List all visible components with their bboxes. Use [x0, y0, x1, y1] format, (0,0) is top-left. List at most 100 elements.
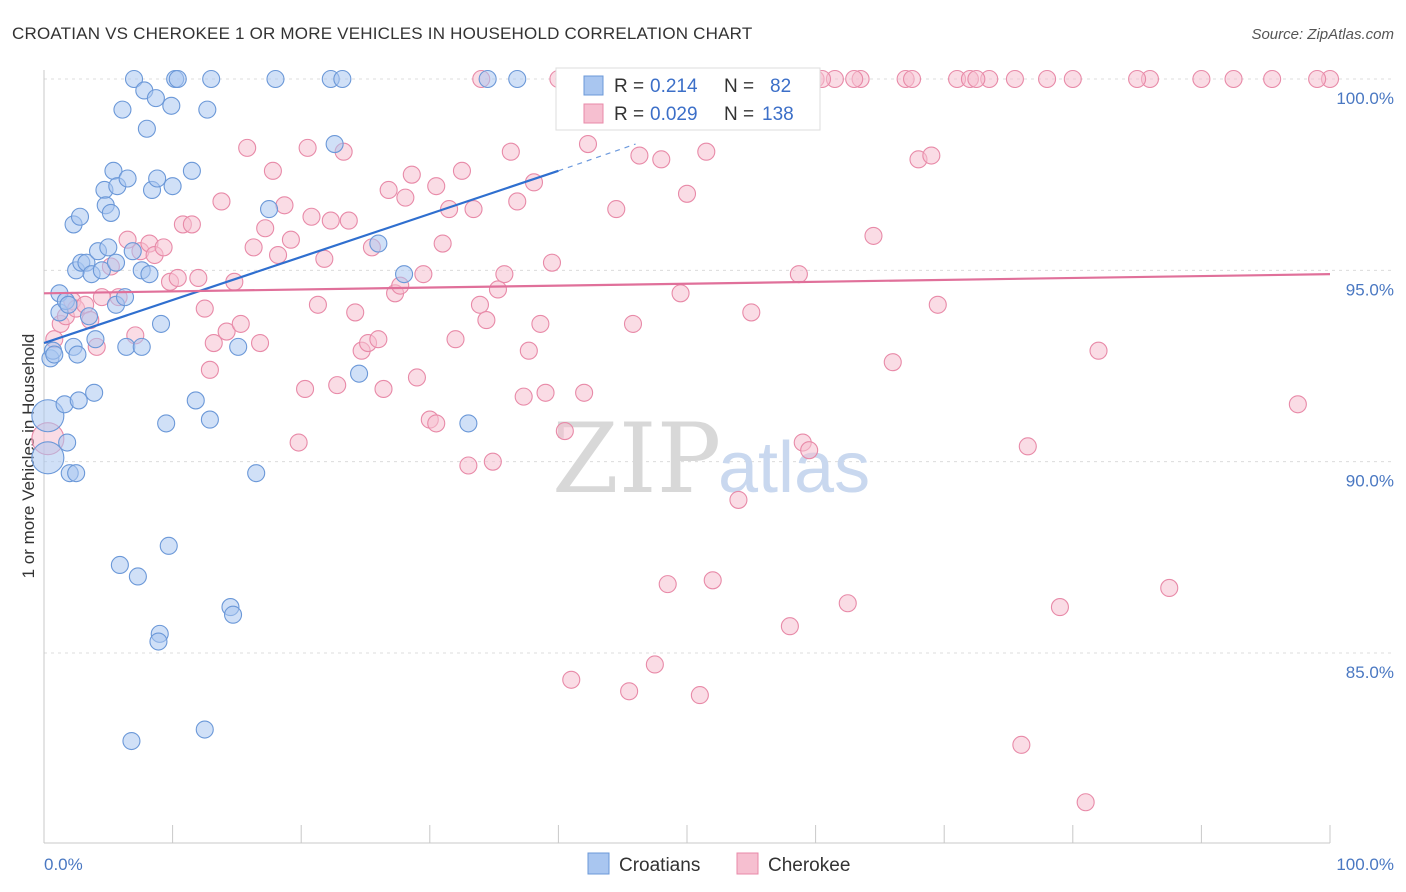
cherokee-point — [414, 265, 433, 284]
cherokee-point — [200, 360, 219, 379]
cherokee-point — [182, 215, 201, 234]
cherokee-point — [967, 69, 986, 89]
cherokee-point — [1192, 69, 1211, 89]
y-tick-label: 95.0% — [1346, 280, 1394, 299]
cherokee-point — [189, 268, 208, 288]
croatians-point — [45, 345, 64, 364]
cherokee-point — [845, 69, 864, 89]
cherokee-point — [154, 238, 173, 257]
croatians-trend-line — [43, 169, 559, 345]
cherokee-point — [477, 311, 496, 330]
y-tick-label: 85.0% — [1346, 663, 1394, 682]
cherokee-point — [1018, 437, 1037, 456]
croatians-point — [70, 207, 90, 226]
legend-bottom-croatians-swatch — [587, 852, 610, 875]
croatians-point — [478, 69, 497, 89]
cherokee-point — [780, 617, 799, 636]
cherokee-point — [396, 188, 415, 207]
croatians-point — [182, 161, 201, 180]
croatians-point — [123, 242, 142, 261]
cherokee-point — [298, 138, 317, 157]
croatians-point — [508, 69, 527, 89]
cherokee-point — [296, 379, 315, 399]
cherokee-point — [433, 234, 452, 253]
cherokee-point — [508, 192, 527, 211]
y-tick-label: 90.0% — [1346, 472, 1394, 491]
cherokee-point — [204, 333, 223, 353]
cherokee-point — [623, 314, 643, 333]
cherokee-point — [212, 192, 231, 211]
croatians-point — [106, 253, 126, 272]
cherokee-point — [531, 314, 550, 333]
cherokee-point — [302, 207, 321, 226]
cherokee-point — [263, 161, 282, 180]
cherokee-point — [374, 379, 393, 399]
cherokee-point — [407, 368, 426, 387]
cherokee-point — [677, 184, 697, 203]
gridlines — [44, 78, 1394, 654]
cherokee-point — [427, 414, 446, 433]
cherokee-point — [275, 196, 294, 215]
cherokee-point — [483, 452, 502, 471]
legend-bottom-croatians-label: Croatians — [619, 855, 700, 876]
legend-cherokee-r-label: R = — [614, 104, 644, 125]
croatians-point — [110, 555, 129, 575]
cherokee-point — [446, 330, 465, 349]
legend-bottom-cherokee-label: Cherokee — [768, 855, 850, 876]
cherokee-point — [315, 249, 334, 268]
cherokee-point — [1288, 395, 1307, 414]
cherokee-point — [902, 69, 922, 89]
croatians-point — [325, 135, 344, 154]
cherokee-point — [244, 238, 263, 257]
x-ticks — [43, 825, 1331, 843]
croatians-point — [59, 295, 78, 314]
cherokee-point — [658, 575, 677, 594]
cherokee-point — [789, 265, 808, 284]
croatians-point — [118, 169, 137, 188]
croatians-point — [162, 96, 181, 115]
cherokee-point — [542, 253, 562, 272]
croatians-point — [128, 567, 147, 586]
croatians-point — [69, 391, 88, 410]
cherokee-point — [1128, 69, 1147, 89]
croatians-point — [137, 119, 156, 138]
croatians-point — [229, 337, 248, 356]
cherokee-point — [1076, 793, 1095, 812]
croatians-point — [124, 69, 144, 89]
cherokee-point — [1050, 598, 1069, 617]
croatians-point — [198, 100, 217, 119]
cherokee-point — [630, 146, 649, 165]
cherokee-point — [578, 135, 598, 154]
cherokee-point — [536, 383, 555, 402]
cherokee-point — [464, 200, 483, 219]
watermark-zip: ZIP — [552, 403, 721, 515]
cherokee-point — [620, 682, 639, 701]
cherokee-point — [452, 161, 472, 180]
cherokee-point — [690, 686, 709, 705]
legend-croatians-n-label: N = — [724, 76, 754, 97]
cherokee-point — [501, 142, 520, 161]
cherokee-point — [1160, 578, 1179, 597]
cherokee-point — [697, 142, 716, 161]
legend-cherokee-r-value: 0.029 — [650, 104, 698, 125]
croatians-point — [395, 265, 414, 284]
cherokee-point — [555, 422, 574, 441]
cherokee-point — [281, 230, 300, 249]
croatians-point — [79, 307, 99, 326]
cherokee-point — [369, 330, 388, 349]
x-tick-label-max: 100.0% — [1336, 855, 1394, 874]
croatians-point — [146, 89, 165, 108]
legend-cherokee-n-label: N = — [724, 104, 754, 125]
cherokee-point — [928, 295, 947, 314]
cherokee-point — [231, 314, 250, 333]
legend-bottom-cherokee-swatch — [736, 852, 759, 875]
cherokee-point — [742, 303, 761, 322]
cherokee-point — [652, 150, 671, 169]
croatians-point — [92, 261, 111, 280]
croatians-point — [350, 364, 369, 383]
cherokee-point — [607, 200, 626, 219]
cherokee-point — [168, 268, 187, 288]
croatians-point — [200, 410, 219, 429]
cherokee-point — [1308, 69, 1327, 89]
